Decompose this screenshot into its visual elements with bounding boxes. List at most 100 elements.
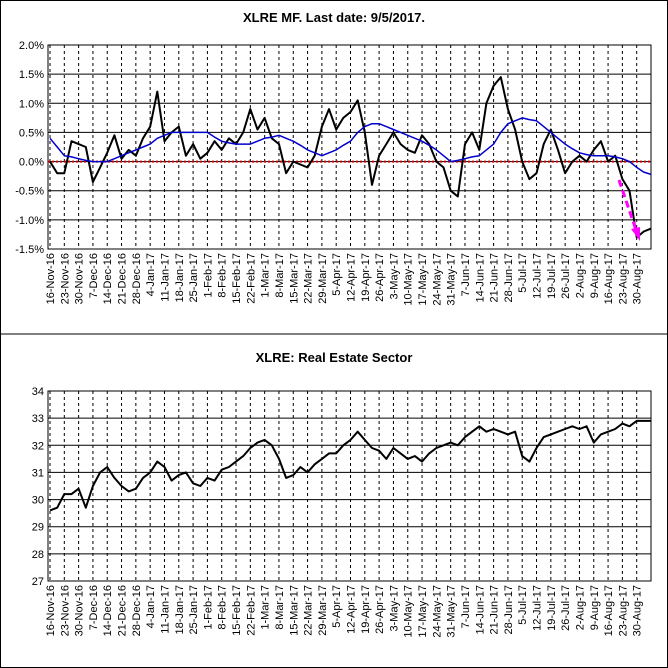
- y-tick-label: 29: [32, 522, 44, 534]
- x-tick-label: 14-Dec-16: [102, 253, 114, 304]
- x-tick-label: 17-May-17: [417, 253, 429, 306]
- x-tick-label: 18-Jan-17: [174, 585, 186, 635]
- y-tick-label: 34: [32, 386, 44, 398]
- x-tick-label: 16-Nov-16: [45, 585, 57, 636]
- x-tick-label: 14-Dec-16: [102, 585, 114, 636]
- y-tick-label: 30: [32, 495, 44, 507]
- x-tick-label: 23-Aug-17: [617, 253, 629, 304]
- x-tick-label: 28-Jun-17: [503, 585, 515, 635]
- x-tick-label: 15-Mar-17: [288, 253, 300, 304]
- y-tick-label: -1.0%: [15, 215, 44, 227]
- x-tick-label: 31-May-17: [446, 253, 458, 306]
- series-line: [49, 76, 652, 239]
- y-tick-label: 0.0%: [19, 157, 44, 169]
- x-tick-label: 4-Jan-17: [145, 253, 157, 296]
- x-tick-label: 19-Jul-17: [546, 585, 558, 631]
- x-tick-label: 26-Jul-17: [560, 253, 572, 299]
- y-tick-label: 1.5%: [19, 69, 44, 81]
- y-tick-label: 31: [32, 467, 44, 479]
- x-tick-label: 25-Jan-17: [188, 253, 200, 303]
- x-tick-label: 12-Apr-17: [346, 585, 358, 634]
- x-tick-label: 17-May-17: [417, 585, 429, 638]
- x-tick-label: 12-Jul-17: [532, 253, 544, 299]
- chart-title: XLRE: Real Estate Sector: [256, 350, 413, 365]
- x-tick-label: 8-Mar-17: [274, 585, 286, 630]
- x-tick-label: 7-Jun-17: [460, 253, 472, 296]
- panel-mf: -1.5% -1.0% -0.5% 0.0% 0.5% 1.0% 1.5% 2.0% 16-No…: [15, 40, 652, 306]
- x-tick-label: 30-Aug-17: [632, 585, 644, 636]
- x-tick-label: 29-Mar-17: [317, 253, 329, 304]
- x-tick-label: 26-Jul-17: [560, 585, 572, 631]
- x-tick-label: 7-Dec-16: [88, 253, 100, 298]
- x-tick-label: 23-Aug-17: [617, 585, 629, 636]
- x-tick-label: 23-Nov-16: [59, 585, 71, 636]
- x-tick-label: 30-Nov-16: [74, 253, 86, 304]
- x-tick-label: 12-Apr-17: [346, 253, 358, 302]
- x-tick-label: 3-May-17: [388, 585, 400, 631]
- x-tick-label: 9-Aug-17: [589, 585, 601, 630]
- x-tick-label: 8-Feb-17: [217, 585, 229, 630]
- x-tick-label: 21-Jun-17: [489, 585, 501, 635]
- x-tick-label: 10-May-17: [403, 253, 415, 306]
- x-tick-label: 5-Jul-17: [517, 585, 529, 625]
- x-tick-label: 7-Jun-17: [460, 585, 472, 628]
- x-tick-label: 30-Nov-16: [74, 585, 86, 636]
- x-tick-label: 8-Feb-17: [217, 253, 229, 298]
- x-tick-label: 26-Apr-17: [374, 585, 386, 634]
- x-tick-label: 21-Dec-16: [117, 253, 129, 304]
- x-tick-label: 9-Aug-17: [589, 253, 601, 298]
- series-line: [49, 419, 651, 512]
- y-tick-label: -0.5%: [15, 186, 44, 198]
- x-tick-label: 16-Aug-17: [603, 253, 615, 304]
- x-tick-label: 28-Dec-16: [131, 585, 143, 636]
- x-tick-label: 30-Aug-17: [632, 253, 644, 304]
- x-tick-label: 18-Jan-17: [174, 253, 186, 303]
- x-tick-label: 29-Mar-17: [317, 585, 329, 636]
- y-tick-label: 32: [32, 440, 44, 452]
- x-tick-label: 1-Feb-17: [202, 253, 214, 298]
- x-tick-label: 1-Feb-17: [202, 585, 214, 630]
- x-tick-label: 7-Dec-16: [88, 585, 100, 630]
- x-tick-label: 12-Jul-17: [532, 585, 544, 631]
- x-tick-label: 14-Jun-17: [474, 585, 486, 635]
- x-tick-label: 5-Apr-17: [331, 585, 343, 628]
- x-tick-label: 19-Apr-17: [360, 253, 372, 302]
- x-tick-label: 21-Dec-16: [117, 585, 129, 636]
- x-tick-label: 28-Dec-16: [131, 253, 143, 304]
- x-tick-label: 23-Nov-16: [59, 253, 71, 304]
- trend-arrow: [617, 179, 640, 241]
- y-tick-label: 27: [32, 576, 44, 588]
- y-tick-label: 33: [32, 413, 44, 425]
- x-tick-label: 10-May-17: [403, 585, 415, 638]
- x-tick-label: 26-Apr-17: [374, 253, 386, 302]
- x-tick-label: 11-Jan-17: [159, 253, 171, 302]
- x-tick-label: 15-Feb-17: [231, 253, 243, 304]
- y-tick-label: 28: [32, 549, 44, 561]
- x-tick-label: 1-Mar-17: [260, 585, 272, 630]
- x-tick-label: 15-Mar-17: [288, 585, 300, 636]
- x-tick-label: 11-Jan-17: [159, 585, 171, 634]
- x-tick-label: 16-Nov-16: [45, 253, 57, 304]
- x-tick-label: 3-May-17: [388, 253, 400, 299]
- x-tick-label: 22-Feb-17: [245, 585, 257, 636]
- series-line: [49, 117, 652, 176]
- x-tick-label: 22-Mar-17: [303, 253, 315, 304]
- y-tick-label: 0.5%: [19, 127, 44, 139]
- x-tick-label: 24-May-17: [431, 585, 443, 638]
- x-tick-label: 16-Aug-17: [603, 585, 615, 636]
- x-tick-label: 2-Aug-17: [574, 585, 586, 630]
- x-tick-label: 22-Mar-17: [303, 585, 315, 636]
- y-tick-label: -1.5%: [15, 244, 44, 256]
- x-tick-label: 28-Jun-17: [503, 253, 515, 303]
- x-tick-label: 5-Apr-17: [331, 253, 343, 296]
- x-tick-label: 1-Mar-17: [260, 253, 272, 298]
- x-tick-label: 4-Jan-17: [145, 585, 157, 628]
- x-tick-label: 31-May-17: [446, 585, 458, 638]
- panel-price: 27 28 29 30 31 32 33 34 16-Nov-16 23-Nov-16 30-Nov…: [32, 386, 652, 638]
- x-tick-label: 5-Jul-17: [517, 253, 529, 293]
- x-tick-label: 22-Feb-17: [245, 253, 257, 304]
- chart-title: XLRE MF. Last date: 9/5/2017.: [243, 10, 425, 25]
- x-tick-label: 19-Jul-17: [546, 253, 558, 299]
- x-tick-label: 15-Feb-17: [231, 585, 243, 636]
